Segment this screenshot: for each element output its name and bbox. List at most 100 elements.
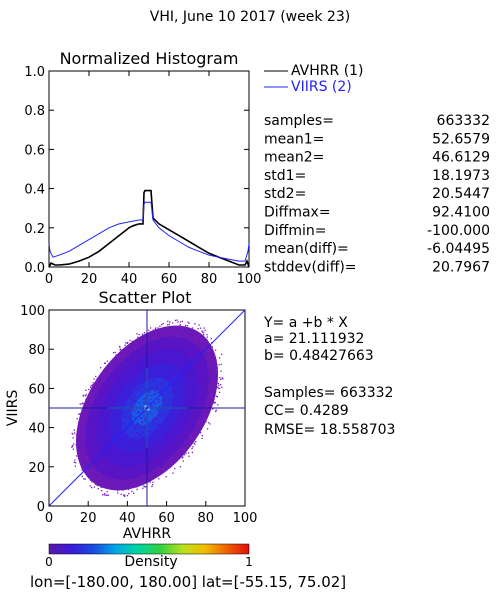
scatter-point [211,346,214,348]
scatter-point [188,405,190,407]
scatter-point [125,470,127,473]
scatter-point [174,319,177,322]
scatter-point [157,366,159,369]
scatter-point [78,432,80,434]
scatter-point [209,350,211,352]
scatter-point [145,458,147,460]
scatter-x-tick-label: 60 [158,511,175,526]
density-colorbar: 0 Density 1 [45,543,253,570]
scatter-point [130,404,133,406]
scatter-point [142,432,144,434]
scatter-point [220,378,222,381]
hist-x-tick-label: 80 [201,272,218,287]
scatter-point [71,446,73,448]
scatter-point [121,462,123,464]
scatter-point [110,375,112,377]
scatter-point [166,418,168,420]
scatter-point [123,448,125,450]
scatter-point [208,422,210,424]
scatter-point [164,449,167,451]
scatter-point [178,400,180,403]
scatter-point [100,486,102,488]
scatter-point [181,378,183,380]
scatter-point [147,358,149,360]
scatter-point [191,327,194,329]
scatter-point [110,440,112,442]
scatter-point [90,385,92,387]
scatter-point [212,359,214,361]
scatter-point [160,382,163,384]
scatter-point [179,417,181,419]
scatter-point [137,439,140,441]
scatter-point [176,372,179,374]
scatter-point [141,333,144,335]
scatter-point [165,449,167,451]
scatter-point [172,355,174,357]
scatter-point [106,438,108,440]
scatter-point [128,369,130,371]
scatter-point [131,456,133,458]
scatter-point [143,342,145,344]
scatter-point [153,422,155,424]
scatter-point [115,460,117,462]
scatter-point [141,445,143,447]
scatter-point [199,338,201,340]
scatter-point [173,354,176,356]
scatter-point [175,449,177,451]
scatter-point [183,430,185,432]
scatter-point [91,458,93,460]
scatter-point [203,417,205,419]
scatter-point [128,410,130,412]
scatter-point [208,357,211,359]
scatter-point [140,348,142,350]
scatter-point [200,415,202,417]
scatter-point [150,327,152,329]
scatter-point [171,425,173,427]
scatter-ylabel: VIIRS [5,390,21,427]
scatter-point [71,432,73,435]
scatter-point [99,462,101,464]
scatter-point [170,392,172,394]
scatter-point [176,350,178,352]
scatter-point [163,335,165,337]
scatter-point [134,467,137,469]
scatter-point [152,337,154,339]
scatter-point [87,457,89,459]
scatter-point [148,346,150,348]
scatter-point [145,356,147,358]
scatter-point [123,364,125,367]
scatter-point [200,383,202,385]
scatter-point [202,331,204,333]
scatter-point [122,478,125,480]
legend-label-avhrr: AVHRR (1) [291,63,364,79]
scatter-point [100,367,102,369]
scatter-point [163,379,165,381]
scatter-point [90,409,92,412]
scatter-point [89,432,91,434]
scatter-point [95,418,97,420]
scatter-point [108,404,111,407]
scatter-point [132,352,134,354]
scatter-point [154,463,157,466]
scatter-point [157,327,159,329]
scatter-point [168,354,170,356]
scatter-point [137,447,139,449]
scatter-point [135,366,137,368]
scatter-point [80,462,82,464]
scatter-point [144,364,146,366]
scatter-point [80,441,82,443]
scatter-point [145,446,147,449]
scatter-point [96,467,98,469]
scatter-point [112,470,115,472]
scatter-point [175,373,177,375]
scatter-point [132,382,134,385]
scatter-point [117,384,119,386]
scatter-point [92,398,95,400]
scatter-point [193,357,195,359]
scatter-point [81,475,83,478]
scatter-point [88,415,91,418]
scatter-point [117,379,120,381]
scatter-point [181,320,183,322]
scatter-point [133,427,136,429]
scatter-point [185,452,187,454]
